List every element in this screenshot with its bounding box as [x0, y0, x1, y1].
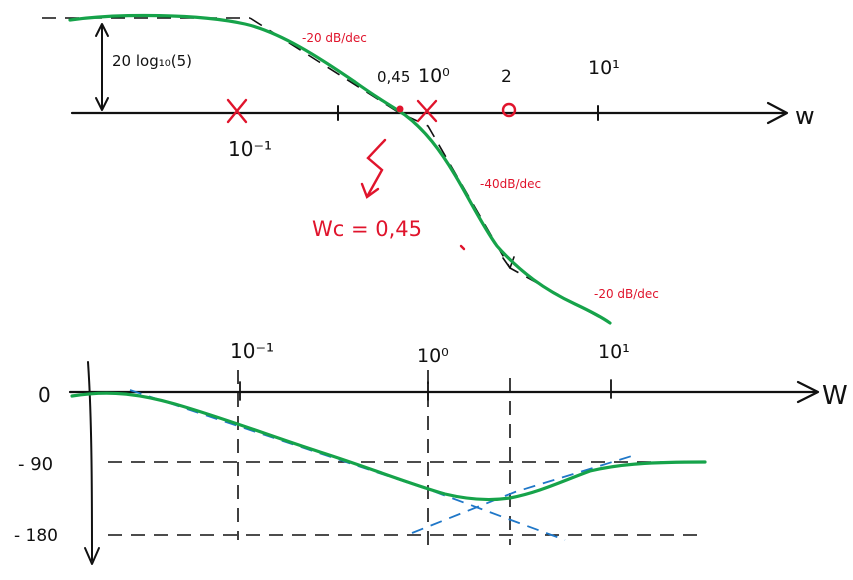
phase-plot: W 0 - 90 - 180 10⁻¹ 10⁰ 10¹ — [14, 339, 848, 565]
phase-tick-label-1: 10⁰ — [417, 345, 449, 367]
pole-marker-1 — [416, 99, 438, 123]
phase-label-minus-180: - 180 — [14, 526, 58, 546]
gain-arrow-top-head — [95, 23, 109, 37]
phase-curve — [70, 391, 707, 502]
phase-vertical-axis — [87, 361, 93, 561]
magnitude-tick-label-1: 10⁰ — [418, 65, 450, 87]
magnitude-omega-label: w — [795, 102, 815, 130]
crossover-pointer-head — [360, 182, 380, 199]
red-speck — [459, 244, 466, 251]
magnitude-axis-arrowhead — [766, 101, 789, 125]
crossover-pointer-arrow — [366, 138, 387, 197]
phase-tick-label-0-1: 10⁻¹ — [230, 339, 274, 363]
phase-asymptote-rising — [411, 454, 636, 534]
phase-label-0: 0 — [38, 383, 51, 407]
phase-axis-arrowhead — [796, 380, 820, 404]
magnitude-tick-label-0-1: 10⁻¹ — [228, 137, 272, 161]
phase-omega-label: W — [822, 381, 848, 411]
asymptotic-magnitude — [249, 17, 609, 323]
crossover-label: Wc = 0,45 — [312, 217, 422, 241]
magnitude-tick-label-10: 10¹ — [588, 57, 620, 79]
zero-marker-2 — [501, 102, 517, 118]
phase-label-minus-90: - 90 — [18, 454, 53, 475]
magnitude-curve — [68, 13, 612, 325]
phase-axis-arrowhead-down — [84, 547, 100, 565]
gain-label: 20 log₁₀(5) — [112, 52, 192, 70]
crossover-dot — [396, 105, 404, 113]
phase-tick-label-10: 10¹ — [598, 341, 630, 363]
magnitude-tick-label-0-45: 0,45 — [377, 68, 410, 86]
pole-marker-0-1 — [226, 98, 248, 124]
phase-asymptote-descending — [129, 389, 566, 541]
slope-label-first: -20 dB/dec — [302, 31, 367, 45]
magnitude-tick-label-2: 2 — [501, 67, 512, 87]
magnitude-plot: w 20 log₁₀(5) 10⁻¹ 0,45 10⁰ 2 10 — [42, 13, 815, 325]
gain-arrow-bottom-head — [95, 97, 109, 111]
slope-label-second: -40dB/dec — [480, 177, 541, 191]
slope-label-third: -20 dB/dec — [594, 287, 659, 301]
